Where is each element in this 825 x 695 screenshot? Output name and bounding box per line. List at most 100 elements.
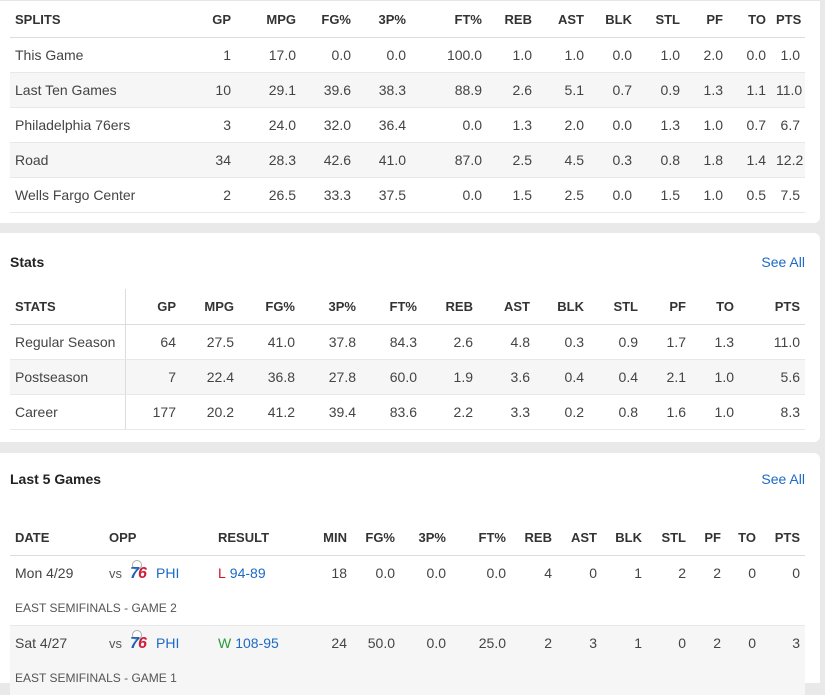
- game-stat-cell: 0: [726, 625, 761, 660]
- stats-title: Stats: [10, 254, 45, 270]
- game-series-note: EAST SEMIFINALS - GAME 1: [10, 660, 805, 695]
- splits-cell: 0.0: [589, 107, 637, 143]
- stats-cell: 2.2: [422, 394, 478, 430]
- game-stat-cell: 0.0: [400, 625, 451, 660]
- game-log-table: DATE OPP RESULT MIN FG% 3P% FT% REB AST BLK STL PF T…: [10, 520, 805, 695]
- splits-row: Road 34 28.3 42.6 41.0 87.0 2.5 4.5 0.3 0.8 1.8 1.4…: [10, 142, 805, 178]
- splits-cell: 1.0: [537, 37, 589, 73]
- game-stat-cell: 1: [602, 625, 647, 660]
- opponent-team-link[interactable]: PHI: [156, 635, 180, 651]
- splits-cell: 34: [160, 142, 236, 178]
- splits-cell: 0.0: [356, 37, 411, 73]
- vs-label: vs: [109, 635, 122, 651]
- splits-row-label: Last Ten Games: [10, 72, 160, 108]
- stats-row-label: Regular Season: [10, 324, 126, 360]
- splits-cell: 88.9: [411, 72, 487, 108]
- splits-header-splits: SPLITS: [10, 2, 160, 38]
- splits-header-pf: PF: [685, 2, 728, 38]
- stats-header-reb: REB: [422, 289, 478, 325]
- game-log-header-pf: PF: [691, 520, 726, 556]
- game-stat-cell: 0: [761, 555, 805, 590]
- opponent-wrapper: vs 7 6 PHI: [109, 560, 180, 584]
- splits-cell: 1.3: [637, 107, 685, 143]
- game-result: L 94-89: [213, 555, 308, 590]
- stats-cell: 0.9: [589, 324, 643, 360]
- splits-table: SPLITS GP MPG FG% 3P% FT% REB AST BLK STL PF TO PTS …: [10, 2, 805, 213]
- game-stat-cell: 2: [511, 625, 557, 660]
- game-result: W 108-95: [213, 625, 308, 660]
- stats-cell: 8.3: [739, 394, 805, 430]
- stats-cell: 22.4: [181, 359, 239, 395]
- stats-cell: 0.4: [535, 359, 589, 395]
- stats-row-label: Career: [10, 394, 126, 430]
- stats-header-3p-pct: 3P%: [300, 289, 361, 325]
- game-log-header-3p-pct: 3P%: [400, 520, 451, 556]
- stats-cell: 36.8: [239, 359, 300, 395]
- stats-cell: 1.3: [691, 324, 739, 360]
- game-log-header-blk: BLK: [602, 520, 647, 556]
- stats-cell: 64: [125, 324, 181, 360]
- splits-cell: 10: [160, 72, 236, 108]
- splits-cell: 1.5: [637, 177, 685, 213]
- stats-header-to: TO: [691, 289, 739, 325]
- stats-cell: 5.6: [739, 359, 805, 395]
- splits-cell: 12.2: [771, 142, 805, 178]
- splits-cell: 1.5: [487, 177, 537, 213]
- game-log-header-fg-pct: FG%: [352, 520, 400, 556]
- stats-cell: 41.2: [239, 394, 300, 430]
- game-log-header-reb: REB: [511, 520, 557, 556]
- stats-cell: 1.6: [643, 394, 691, 430]
- result-score-link[interactable]: 108-95: [235, 635, 279, 651]
- vs-label: vs: [109, 565, 122, 581]
- stats-cell: 3.6: [478, 359, 535, 395]
- stats-cell: 4.8: [478, 324, 535, 360]
- splits-cell: 1.1: [728, 72, 771, 108]
- splits-header-row: SPLITS GP MPG FG% 3P% FT% REB AST BLK STL PF TO PTS: [10, 2, 805, 38]
- splits-cell: 17.0: [236, 37, 301, 73]
- splits-cell: 0.0: [301, 37, 356, 73]
- splits-cell: 4.5: [537, 142, 589, 178]
- stats-cell: 1.0: [691, 394, 739, 430]
- game-log-header-opp: OPP: [104, 520, 213, 556]
- stats-header-pf: PF: [643, 289, 691, 325]
- splits-cell: 38.3: [356, 72, 411, 108]
- game-stat-cell: 0.0: [400, 555, 451, 590]
- splits-header-fg-pct: FG%: [301, 2, 356, 38]
- game-stat-cell: 3: [761, 625, 805, 660]
- splits-cell: 2.5: [537, 177, 589, 213]
- last-5-games-see-all-link[interactable]: See All: [761, 471, 805, 487]
- stats-header-gp: GP: [125, 289, 181, 325]
- game-stat-cell: 0: [557, 555, 602, 590]
- splits-cell: 0.3: [589, 142, 637, 178]
- stats-header-fg-pct: FG%: [239, 289, 300, 325]
- game-series-note: EAST SEMIFINALS - GAME 2: [15, 600, 177, 615]
- splits-cell: 100.0: [411, 37, 487, 73]
- stats-cell: 2.6: [422, 324, 478, 360]
- splits-row: Last Ten Games 10 29.1 39.6 38.3 88.9 2.6 5.1 0.…: [10, 72, 805, 108]
- game-stat-cell: 3: [557, 625, 602, 660]
- stats-cell: 27.8: [300, 359, 361, 395]
- stats-cell: 1.9: [422, 359, 478, 395]
- splits-cell: 37.5: [356, 177, 411, 213]
- opponent-team-link[interactable]: PHI: [156, 565, 180, 581]
- stats-row: Postseason 7 22.4 36.8 27.8 60.0 1.9 3.6 0.4 0.4 2…: [10, 359, 805, 395]
- stats-cell: 27.5: [181, 324, 239, 360]
- result-score-link[interactable]: 94-89: [229, 565, 266, 581]
- splits-header-3p-pct: 3P%: [356, 2, 411, 38]
- splits-header-mpg: MPG: [236, 2, 301, 38]
- game-log-header-ft-pct: FT%: [451, 520, 511, 556]
- game-stat-cell: 25.0: [451, 625, 511, 660]
- stats-see-all-link[interactable]: See All: [761, 254, 805, 270]
- splits-cell: 42.6: [301, 142, 356, 178]
- splits-cell: 87.0: [411, 142, 487, 178]
- splits-header-to: TO: [728, 2, 771, 38]
- game-stat-cell: 0: [726, 555, 761, 590]
- game-opponent: vs 7 6 PHI: [104, 555, 213, 590]
- splits-cell: 29.1: [236, 72, 301, 108]
- game-stat-cell: 1: [602, 555, 647, 590]
- splits-cell: 11.0: [771, 72, 805, 108]
- game-stat-cell: 2: [647, 555, 691, 590]
- stats-cell: 20.2: [181, 394, 239, 430]
- game-stat-cell: 0.0: [352, 555, 400, 590]
- splits-cell: 0.5: [728, 177, 771, 213]
